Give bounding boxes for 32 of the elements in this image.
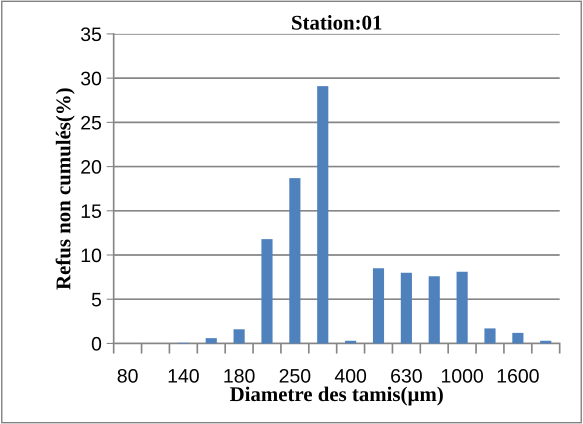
bar bbox=[456, 272, 468, 344]
chart-title: Station:01 bbox=[292, 15, 382, 30]
bar bbox=[484, 328, 496, 344]
x-tick-label: 400 bbox=[334, 368, 366, 383]
y-tick-label: 5 bbox=[92, 292, 102, 306]
x-tick-label: 250 bbox=[280, 368, 310, 383]
y-tick-label: 30 bbox=[80, 72, 102, 86]
x-tick-label: 80 bbox=[118, 368, 138, 383]
bar bbox=[428, 276, 440, 344]
x-tick-label: 180 bbox=[224, 368, 255, 383]
bar bbox=[261, 239, 273, 344]
y-tick-label: 10 bbox=[82, 248, 102, 262]
x-tick-label: 1000 bbox=[442, 368, 483, 383]
y-axis-title: Refus non cumulés(%) bbox=[56, 88, 75, 290]
y-tick-label: 35 bbox=[80, 27, 102, 42]
y-tick-label: 0 bbox=[92, 336, 102, 351]
x-axis-title: Diametre des tamis(µm) bbox=[230, 386, 443, 406]
bar bbox=[372, 268, 384, 344]
x-tick-label: 1600 bbox=[498, 368, 539, 383]
bar bbox=[289, 178, 300, 344]
y-tick-label: 20 bbox=[81, 160, 102, 174]
x-tick-label: 140 bbox=[168, 368, 199, 383]
y-tick-label: 25 bbox=[81, 116, 102, 130]
bar bbox=[317, 86, 328, 344]
bar bbox=[400, 272, 412, 344]
y-tick-label: 15 bbox=[82, 204, 102, 218]
bar bbox=[206, 338, 217, 344]
bar bbox=[540, 340, 552, 344]
bar bbox=[512, 332, 524, 344]
bar bbox=[234, 329, 245, 344]
bar bbox=[345, 340, 356, 344]
x-tick-label: 630 bbox=[391, 368, 422, 383]
